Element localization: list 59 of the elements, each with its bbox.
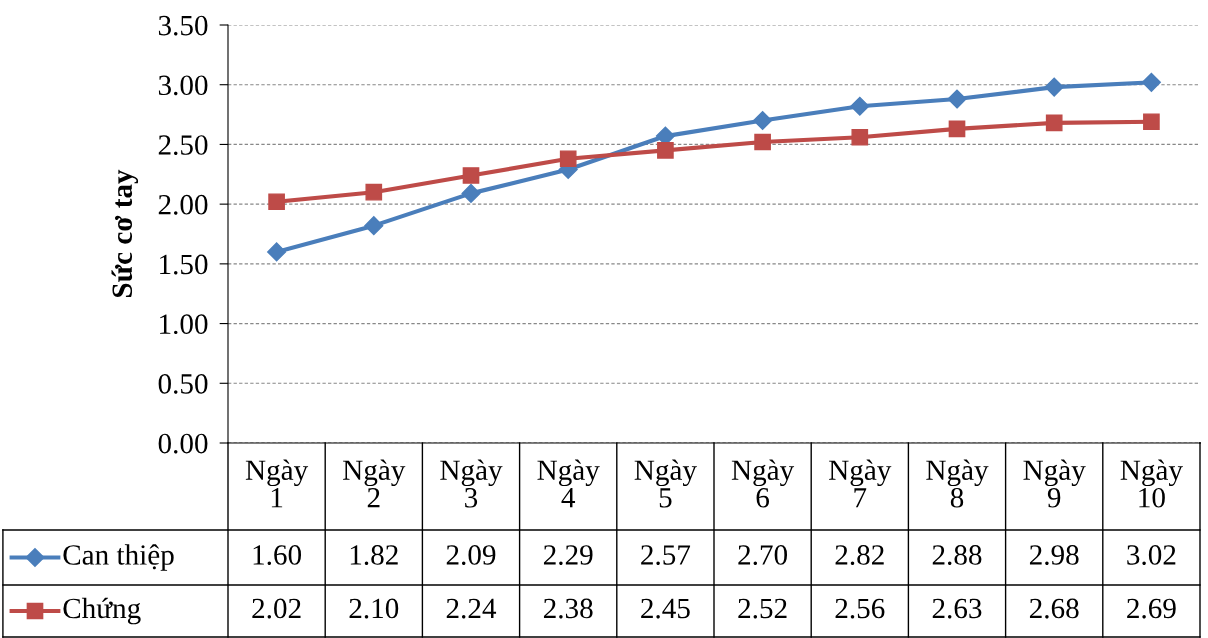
data-label: 2.63 [932,598,982,619]
y-axis-title: Sức cơ tay [111,169,139,298]
x-tick-label: Ngày 3 [440,459,503,508]
x-tick-label: Ngày 2 [343,459,406,508]
point [947,89,967,109]
point [850,96,870,116]
data-label: 2.82 [835,545,884,565]
point [364,216,384,236]
y-tick-label: 0.50 [158,374,208,394]
data-label: 2.38 [543,598,593,619]
y-tick-label: 0.00 [158,433,208,454]
x-tick-label: Ngày 8 [926,459,989,508]
x-tick-label: Ngày 10 [1120,459,1183,508]
data-label: 2.98 [1029,545,1079,565]
data-label: 2.09 [446,545,496,565]
point [1143,113,1160,131]
point [851,128,869,146]
point [267,242,287,262]
x-tick-label: Ngày 1 [245,459,309,508]
y-tick-label: 1.50 [160,254,208,275]
data-label: 2.69 [1127,598,1176,619]
point [1045,114,1063,132]
data-label: 3.02 [1127,545,1176,565]
x-tick-label: Ngày 6 [731,459,795,508]
point [559,150,577,168]
point [268,193,285,211]
legend-label: Can thiệp [63,544,174,571]
x-tick-label: Ngày 9 [1023,459,1086,508]
data-label: 2.24 [446,598,497,619]
x-tick-label: Ngày 7 [829,459,892,508]
point [365,183,383,201]
point [1141,72,1161,92]
data-label: 2.70 [738,545,788,565]
point [461,183,481,203]
data-label: 2.45 [641,598,690,619]
data-label: 2.88 [932,545,982,565]
data-label: 2.68 [1029,598,1079,619]
legend-label: Chứng [63,597,141,625]
data-label: 2.52 [738,598,787,619]
point [948,120,966,138]
x-tick-label: Ngày 4 [537,459,600,508]
data-label: 2.57 [641,545,691,565]
data-label: 2.02 [252,598,301,619]
data-label: 1.60 [253,545,302,565]
y-tick-label: 3.50 [158,15,208,36]
data-label: 2.56 [835,598,885,619]
y-tick-label: 3.00 [158,75,208,96]
y-tick-label: 2.00 [158,194,208,215]
data-label: 1.82 [350,545,398,565]
point [1044,77,1064,97]
point [462,167,480,184]
point [754,133,771,151]
data-label: 2.29 [543,545,593,565]
point [753,111,773,131]
x-tick-label: Ngày 5 [634,459,697,508]
y-tick-label: 2.50 [158,135,208,155]
y-tick-label: 1.00 [160,314,208,335]
point [657,142,674,159]
data-label: 2.10 [349,598,399,619]
